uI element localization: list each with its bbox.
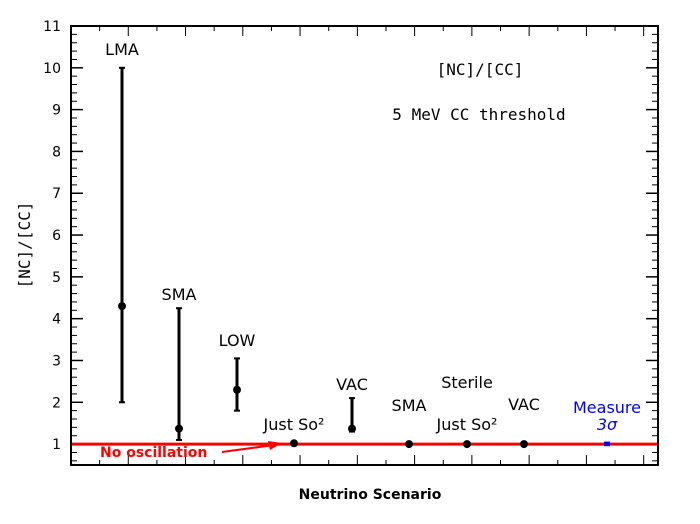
- error-bars: [119, 66, 355, 441]
- sterile-group-label: Sterile: [441, 373, 493, 392]
- y-axis-title: [NC]/[CC]: [15, 202, 34, 289]
- y-axis-ticks: [71, 25, 658, 462]
- chart-subtitle: 5 MeV CC threshold: [392, 105, 565, 124]
- y-tick-label: 8: [52, 144, 61, 160]
- measurement-marker: [604, 441, 610, 447]
- measure-label: Measure: [573, 398, 641, 417]
- y-tick-label: 6: [52, 228, 61, 244]
- y-tick-label: 2: [52, 395, 61, 411]
- data-point: [405, 440, 413, 449]
- data-point: [290, 439, 298, 448]
- x-axis-title: Neutrino Scenario: [299, 487, 442, 503]
- point-label: LMA: [105, 40, 139, 59]
- no-oscillation-label: No oscillation: [100, 445, 207, 461]
- data-points: [118, 302, 528, 449]
- y-tick-label: 9: [52, 103, 61, 119]
- point-label: VAC: [336, 375, 368, 394]
- data-point: [233, 385, 241, 394]
- measure-sigma-label: 3σ: [597, 415, 618, 434]
- point-label: Just So²: [263, 415, 325, 434]
- data-point: [175, 424, 183, 433]
- y-axis-tick-labels: 1 2 3 4 5 6 7 8 9 10 11: [43, 19, 61, 453]
- point-labels: LMA SMA LOW Just So² VAC SMA Just So² VAC: [105, 40, 540, 434]
- data-point: [463, 440, 471, 449]
- y-tick-label: 3: [52, 353, 61, 369]
- point-label: LOW: [219, 331, 256, 350]
- point-label: VAC: [508, 395, 540, 414]
- point-label: SMA: [392, 396, 427, 415]
- y-tick-label: 4: [52, 312, 61, 328]
- y-tick-label: 1: [52, 437, 61, 453]
- data-point: [520, 440, 528, 449]
- plot-frame: [70, 25, 659, 466]
- chart-title: [NC]/[CC]: [437, 60, 524, 79]
- y-tick-label: 11: [43, 19, 61, 35]
- y-tick-label: 10: [43, 61, 61, 77]
- data-point: [348, 424, 356, 433]
- point-label: SMA: [162, 285, 197, 304]
- point-label: Just So²: [436, 415, 498, 434]
- data-point: [118, 302, 126, 311]
- y-tick-label: 7: [52, 186, 61, 202]
- no-oscillation-arrow: [221, 441, 282, 453]
- x-axis-ticks: [99, 26, 645, 465]
- y-tick-label: 5: [52, 270, 61, 286]
